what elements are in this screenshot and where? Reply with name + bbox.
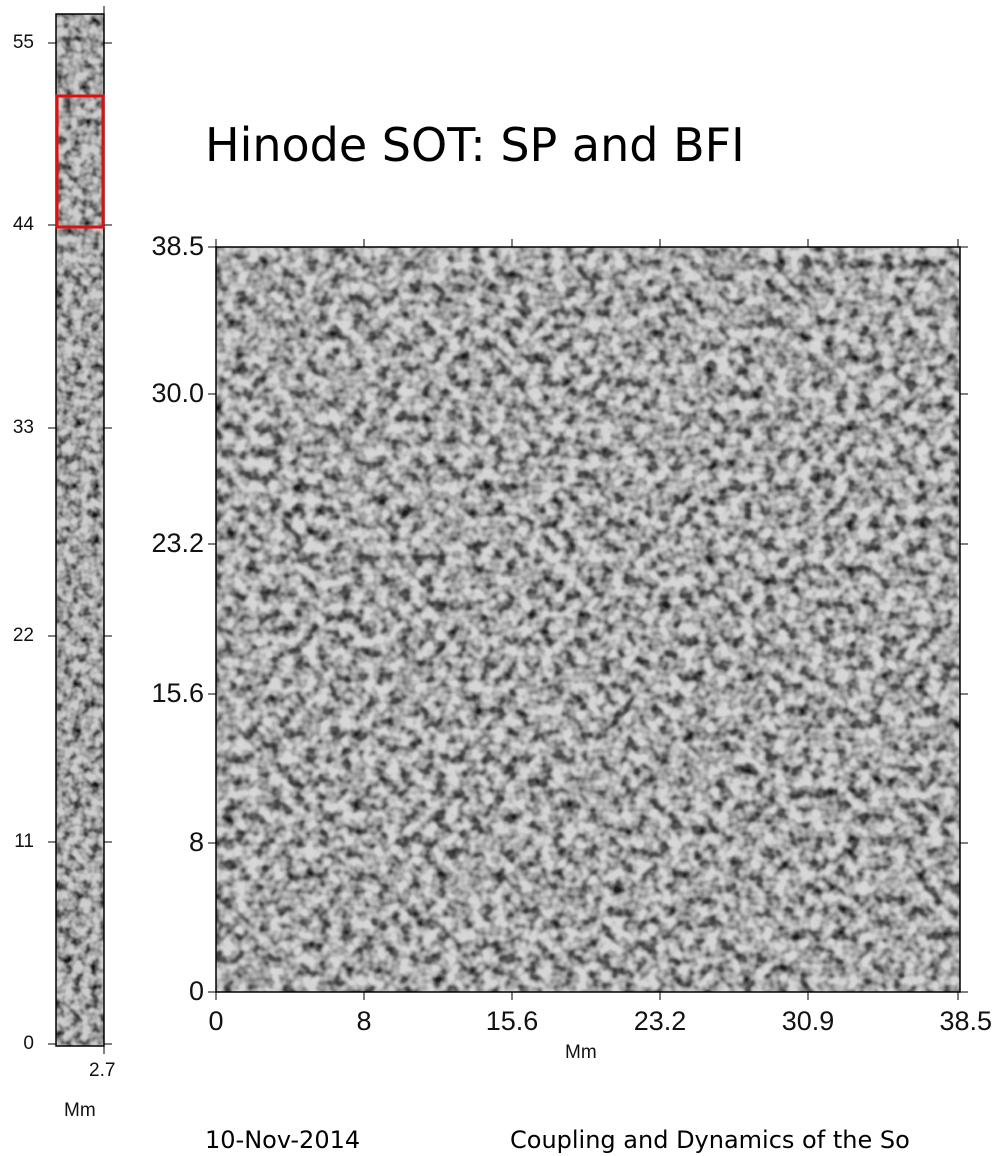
bfi-frame — [215, 246, 961, 993]
bfi-x-tick: 8 — [356, 1006, 372, 1036]
selection-box — [55, 94, 105, 229]
bfi-y-tick: 23.2 — [151, 528, 204, 558]
sp-y-tick: 55 — [12, 32, 34, 53]
bfi-x-tick: 38.5 — [939, 1006, 992, 1036]
sp-y-tick: 11 — [14, 831, 34, 852]
slide-title: Hinode SOT: SP and BFI — [205, 118, 745, 172]
bfi-y-tick: 8 — [188, 827, 204, 857]
bfi-x-unit: Mm — [565, 1042, 597, 1063]
sp-y-tick: 44 — [12, 214, 34, 235]
sp-y-tick: 22 — [12, 625, 34, 646]
sp-strip-frame — [55, 13, 105, 1047]
sp-x-unit: Mm — [64, 1100, 96, 1121]
sp-strip-image — [56, 14, 104, 1046]
bfi-y-tick: 0 — [188, 976, 204, 1006]
bfi-y-tick: 38.5 — [151, 231, 204, 261]
bfi-y-tick: 30.0 — [151, 378, 204, 408]
footer-conference: Coupling and Dynamics of the So — [510, 1126, 910, 1154]
sp-y-tick: 0 — [23, 1033, 34, 1054]
bfi-y-tick: 15.6 — [151, 678, 204, 708]
sp-x-tick: 2.7 — [89, 1060, 116, 1081]
bfi-x-tick: 30.9 — [781, 1006, 835, 1036]
sp-y-tick: 33 — [12, 417, 34, 438]
bfi-x-tick: 0 — [208, 1006, 224, 1036]
bfi-x-tick: 15.6 — [485, 1006, 539, 1036]
bfi-ticks — [208, 239, 968, 1000]
sp-strip-ticks — [48, 6, 112, 1054]
bfi-x-tick: 23.2 — [633, 1006, 687, 1036]
bfi-image — [216, 247, 960, 992]
footer-date: 10-Nov-2014 — [205, 1126, 361, 1154]
